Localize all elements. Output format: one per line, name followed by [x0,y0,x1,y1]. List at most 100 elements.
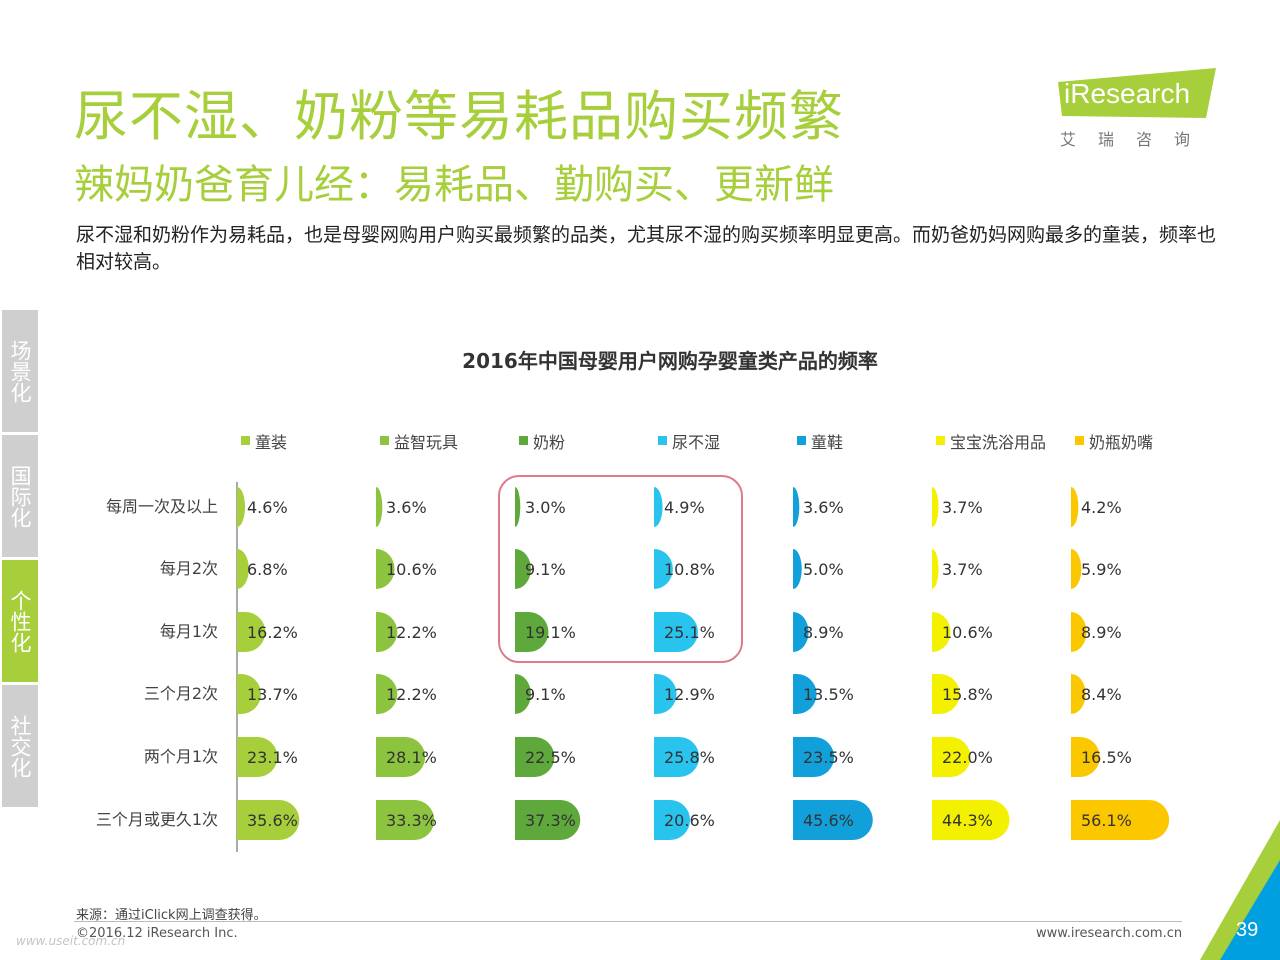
logo-subtitle: 艾瑞咨询 [1060,130,1213,149]
bar-3-5 [654,800,691,840]
bar-4-1 [793,549,802,589]
data-label-0-4: 23.1% [247,748,298,767]
page-description: 尿不湿和奶粉作为易耗品，也是母婴网购用户购买最频繁的品类，尤其尿不湿的购买频率明… [76,224,1217,273]
data-label-1-3: 12.2% [386,685,437,704]
category-label-1: 每月2次 [160,559,218,578]
footer-divider [74,921,1182,922]
data-label-2-5: 37.3% [525,811,576,830]
bar-2-3 [515,674,531,714]
legend-swatch-4 [797,436,806,445]
data-label-6-5: 56.1% [1081,811,1132,830]
bar-1-0 [376,487,383,527]
source-note: 来源：通过iClick网上调查获得。 [76,908,267,923]
data-label-4-5: 45.6% [803,811,854,830]
data-label-2-1: 9.1% [525,560,566,579]
data-label-3-5: 20.6% [664,811,715,830]
bar-0-3 [237,674,261,714]
data-label-1-1: 10.6% [386,560,437,579]
bar-5-3 [932,674,960,714]
legend-label-5: 宝宝洗浴用品 [950,433,1046,452]
data-label-5-3: 15.8% [942,685,993,704]
data-label-0-1: 6.8% [247,560,288,579]
bar-4-4 [793,737,835,777]
bar-0-2 [237,612,266,652]
legend-label-4: 童鞋 [811,433,843,452]
data-label-3-3: 12.9% [664,685,715,704]
legend-label-3: 尿不湿 [672,433,720,452]
data-label-1-5: 33.3% [386,811,437,830]
bar-5-2 [932,612,951,652]
side-tab-international[interactable]: 国际化 [2,435,38,557]
data-label-0-2: 16.2% [247,623,298,642]
category-label-0: 每周一次及以上 [106,497,218,516]
bar-1-1 [376,549,395,589]
data-label-6-4: 16.5% [1081,748,1132,767]
data-label-0-5: 35.6% [247,811,298,830]
bar-6-1 [1071,549,1082,589]
bar-1-5 [376,800,435,840]
category-label-5: 三个月或更久1次 [96,810,218,829]
iresearch-logo: iResearch 艾瑞咨询 [1056,68,1220,152]
bar-4-3 [793,674,817,714]
data-label-3-4: 25.8% [664,748,715,767]
bar-2-1 [515,549,531,589]
bar-5-5 [932,800,1010,840]
logo-text: iResearch [1064,78,1191,109]
page-number: 39 [1236,919,1259,941]
data-label-4-0: 3.6% [803,498,844,517]
side-tab-scene[interactable]: 场景化 [2,310,38,432]
chart-title: 2016年中国母婴用户网购孕婴童类产品的频率 [462,349,878,373]
data-label-4-2: 8.9% [803,623,844,642]
page-subtitle: 辣妈奶爸育儿经：易耗品、勤购买、更新鲜 [74,162,834,208]
data-label-5-0: 3.7% [942,498,983,517]
legend-swatch-1 [380,436,389,445]
bar-6-5 [1071,800,1170,840]
data-label-2-2: 19.1% [525,623,576,642]
bar-6-0 [1071,487,1079,527]
bar-2-2 [515,612,549,652]
data-label-0-0: 4.6% [247,498,288,517]
data-label-6-1: 5.9% [1081,560,1122,579]
corner-decoration [1200,820,1280,960]
bar-4-5 [793,800,873,840]
bar-4-2 [793,612,809,652]
side-tab-social[interactable]: 社交化 [2,685,38,807]
bar-3-2 [654,612,698,652]
bar-0-1 [237,549,249,589]
legend-label-1: 益智玩具 [394,433,458,452]
bar-2-4 [515,737,555,777]
legend-swatch-5 [936,436,945,445]
bar-0-0 [237,487,246,527]
data-label-4-4: 23.5% [803,748,854,767]
bar-0-5 [237,800,300,840]
data-label-0-3: 13.7% [247,685,298,704]
data-label-5-5: 44.3% [942,811,993,830]
data-label-1-0: 3.6% [386,498,427,517]
data-label-3-0: 4.9% [664,498,705,517]
data-label-6-2: 8.9% [1081,623,1122,642]
data-label-1-2: 12.2% [386,623,437,642]
bar-3-0 [654,487,663,527]
bar-5-1 [932,549,939,589]
bar-5-0 [932,487,939,527]
legend-label-0: 童装 [255,433,287,452]
bar-6-2 [1071,612,1087,652]
side-tab-personalized[interactable]: 个性化 [2,560,38,682]
bar-2-5 [515,800,581,840]
legend-swatch-3 [658,436,667,445]
bar-6-3 [1071,674,1086,714]
data-label-3-2: 25.1% [664,623,715,642]
logo-banner-shape [1058,68,1216,118]
category-label-4: 两个月1次 [144,747,218,766]
category-label-2: 每月1次 [160,622,218,641]
bar-3-4 [654,737,700,777]
data-label-5-1: 3.7% [942,560,983,579]
website-link[interactable]: www.iresearch.com.cn [1036,926,1183,941]
data-label-2-0: 3.0% [525,498,566,517]
page-title: 尿不湿、奶粉等易耗品购买频繁 [74,85,844,148]
bar-6-4 [1071,737,1100,777]
bar-5-4 [932,737,971,777]
data-label-3-1: 10.8% [664,560,715,579]
bar-2-0 [515,487,521,527]
